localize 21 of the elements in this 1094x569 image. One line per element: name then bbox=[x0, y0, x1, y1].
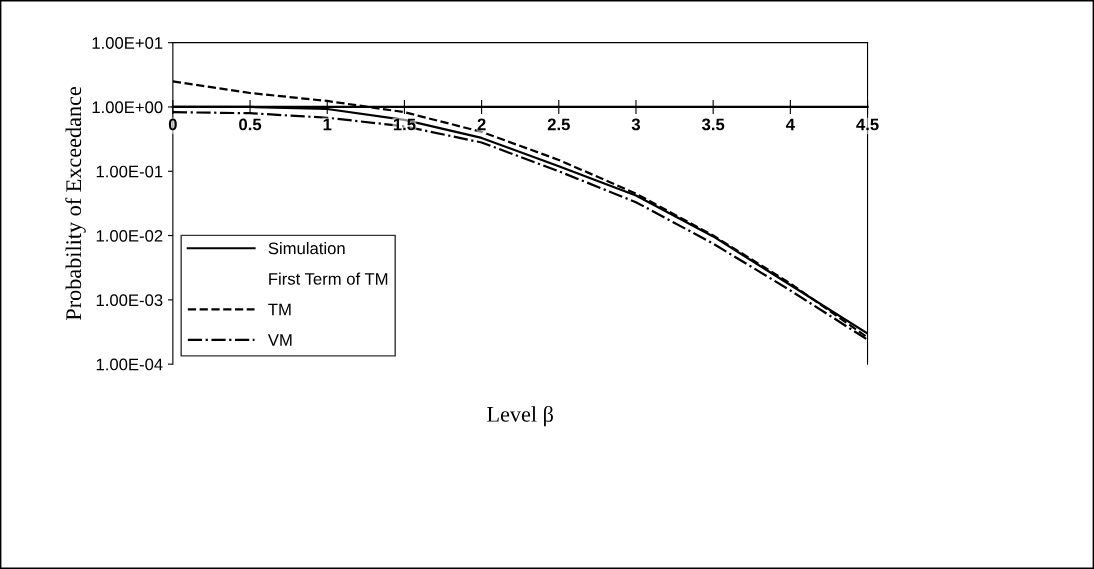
legend-label: Simulation bbox=[268, 242, 345, 255]
y-tick-label: 1.00E-04 bbox=[96, 358, 163, 371]
x-tick-label: 2.5 bbox=[547, 118, 570, 131]
legend-label: First Term of TM bbox=[269, 272, 388, 285]
y-tick-label: 1.00E-03 bbox=[96, 294, 163, 307]
x-tick-label: 4 bbox=[785, 118, 795, 131]
x-tick-label: 2 bbox=[477, 118, 486, 131]
x-tick-label: 0.5 bbox=[239, 118, 262, 131]
x-axis-title: Level β bbox=[487, 405, 553, 427]
legend-label: TM bbox=[268, 303, 291, 316]
y-tick-label: 1.00E-01 bbox=[96, 165, 163, 178]
x-tick-label: 3 bbox=[631, 118, 641, 131]
y-tick-label: 1.00E+01 bbox=[92, 37, 163, 49]
legend-label: VM bbox=[267, 334, 292, 346]
x-tick-label: 3.5 bbox=[701, 118, 725, 131]
x-tick-label: 0 bbox=[168, 118, 177, 131]
x-tick-label: 4.5 bbox=[856, 118, 879, 131]
x-tick-label: 1 bbox=[323, 118, 332, 131]
y-tick-label: 1.00E-02 bbox=[96, 229, 163, 242]
y-axis-title: Probability of Exceedance bbox=[65, 86, 86, 321]
y-tick-label: 1.00E+00 bbox=[92, 101, 163, 114]
